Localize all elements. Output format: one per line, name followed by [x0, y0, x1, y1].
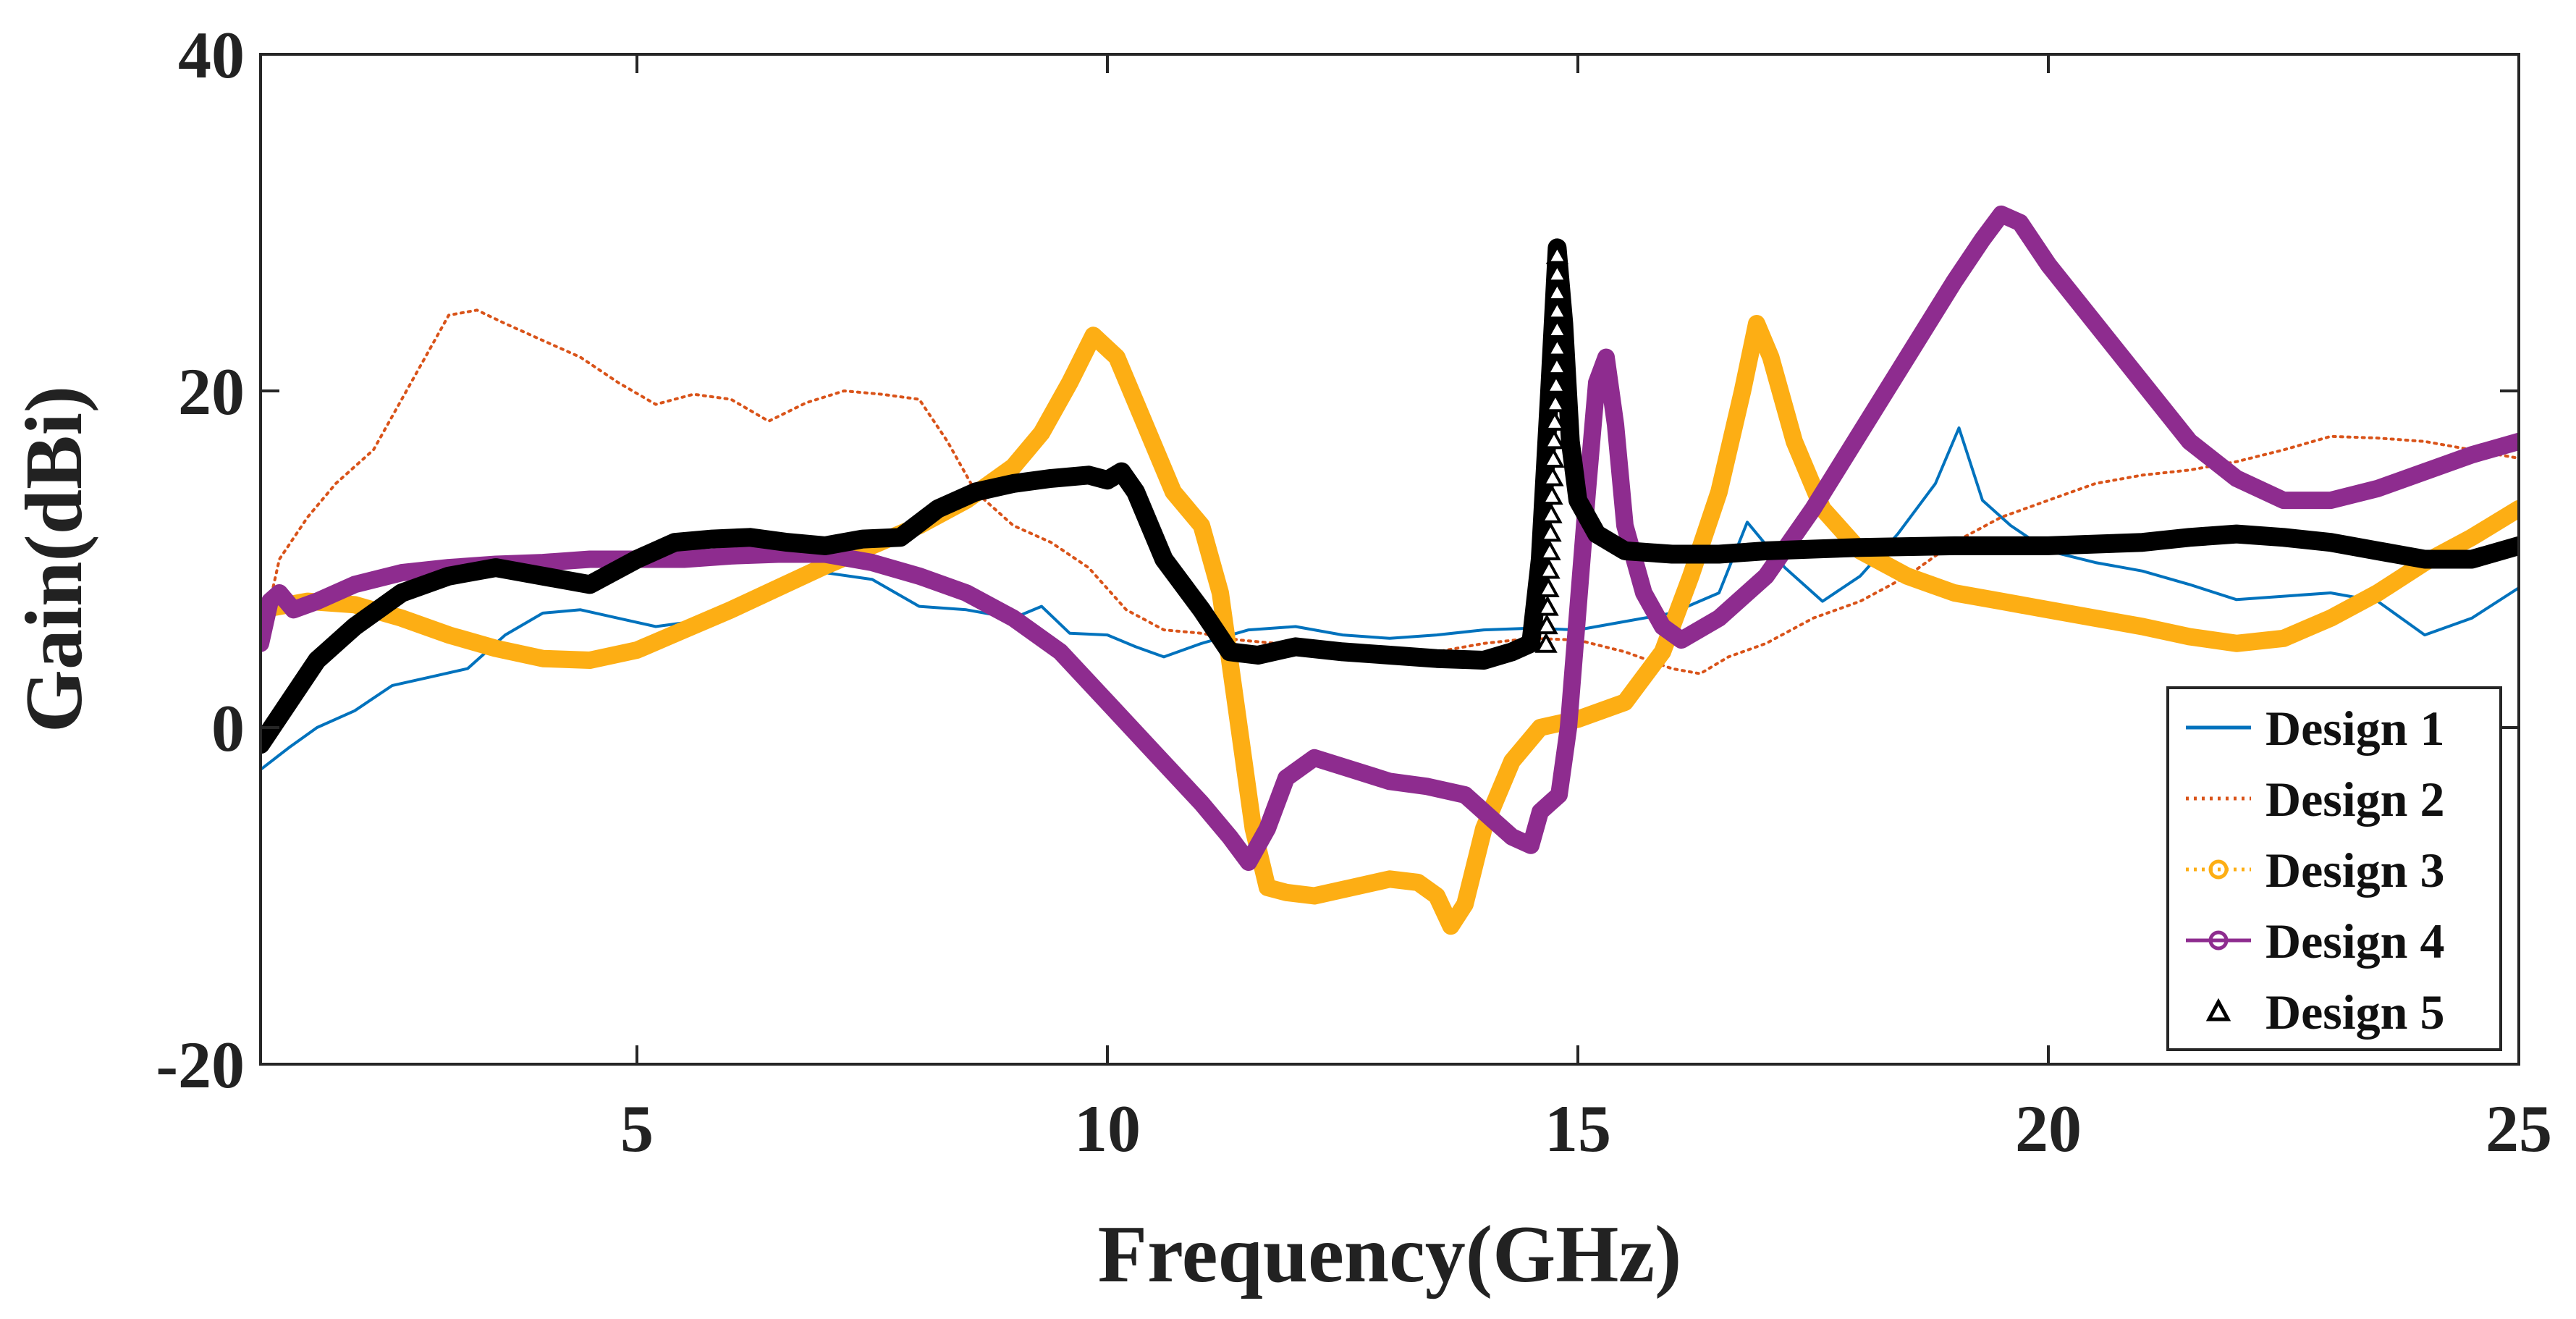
y-tick-label: -20 — [156, 1028, 245, 1102]
x-tick-label: 10 — [1074, 1092, 1141, 1166]
design-5-triangle-marker — [1537, 558, 1561, 579]
y-tick-label: 0 — [211, 691, 245, 765]
design-5-triangle-marker — [1543, 410, 1566, 431]
axes-layer: 5 10 15 20 25 -20 0 20 40 Frequency(GHz) Gain(dBi) — [9, 18, 2552, 1299]
design-5-triangle-marker — [1541, 465, 1564, 486]
series-line-design-1 — [261, 426, 2519, 772]
series-line-design-2 — [261, 308, 2519, 675]
design-5-triangle-marker — [1540, 502, 1563, 523]
design-5-triangle-marker — [1539, 521, 1562, 542]
legend-swatch-circle — [2208, 859, 2229, 880]
design-5-triangle-marker — [1545, 280, 1569, 301]
legend-label-design-1: Design 1 — [2265, 701, 2444, 756]
design-5-triangle-marker — [1545, 336, 1569, 357]
legend: Design 1 Design 2 Design 3 Design 4 Design 5 — [2166, 686, 2502, 1051]
design-5-triangle-marker — [1540, 484, 1563, 505]
design-5-triangle-marker — [1545, 262, 1569, 283]
legend-label-design-2: Design 2 — [2265, 772, 2444, 827]
legend-label-design-4: Design 4 — [2265, 914, 2444, 969]
design-5-triangle-marker — [1545, 299, 1569, 320]
design-5-triangle-marker — [1542, 429, 1566, 450]
x-axis-label: Frequency(GHz) — [1098, 1210, 1682, 1299]
legend-box — [2166, 686, 2502, 1051]
x-tick-label: 5 — [620, 1092, 654, 1166]
design-5-triangle-marker — [1535, 614, 1558, 635]
x-tick-label: 25 — [2486, 1092, 2552, 1166]
design-5-triangle-marker — [1545, 243, 1569, 264]
legend-label-design-5: Design 5 — [2265, 985, 2444, 1040]
y-tick-label: 40 — [178, 18, 245, 92]
design-5-triangle-marker — [1536, 595, 1559, 616]
design-5-triangle-marker — [1545, 317, 1569, 338]
legend-label-design-3: Design 3 — [2265, 843, 2444, 898]
design-5-triangle-marker — [1545, 355, 1568, 376]
design-5-triangle-marker — [1537, 576, 1560, 598]
design-5-triangle-marker — [1542, 447, 1565, 468]
series-line-design-5 — [261, 238, 2519, 754]
y-axis-label: Gain(dBi) — [9, 386, 99, 733]
axes-frame — [259, 53, 2520, 1066]
design-5-triangle-marker — [1544, 392, 1567, 413]
series-line-design-3 — [261, 315, 2519, 935]
x-tick-label: 15 — [1545, 1092, 1611, 1166]
design-5-triangle-marker — [1545, 373, 1568, 394]
x-tick-label: 20 — [2015, 1092, 2082, 1166]
design-5-triangle-marker — [1534, 632, 1558, 653]
y-tick-label: 20 — [178, 355, 245, 429]
legend-swatch-circle — [2208, 930, 2229, 951]
design-5-triangle-marker — [1538, 539, 1561, 560]
plot-layer — [261, 205, 2519, 935]
legend-swatch-triangle — [2205, 998, 2231, 1021]
